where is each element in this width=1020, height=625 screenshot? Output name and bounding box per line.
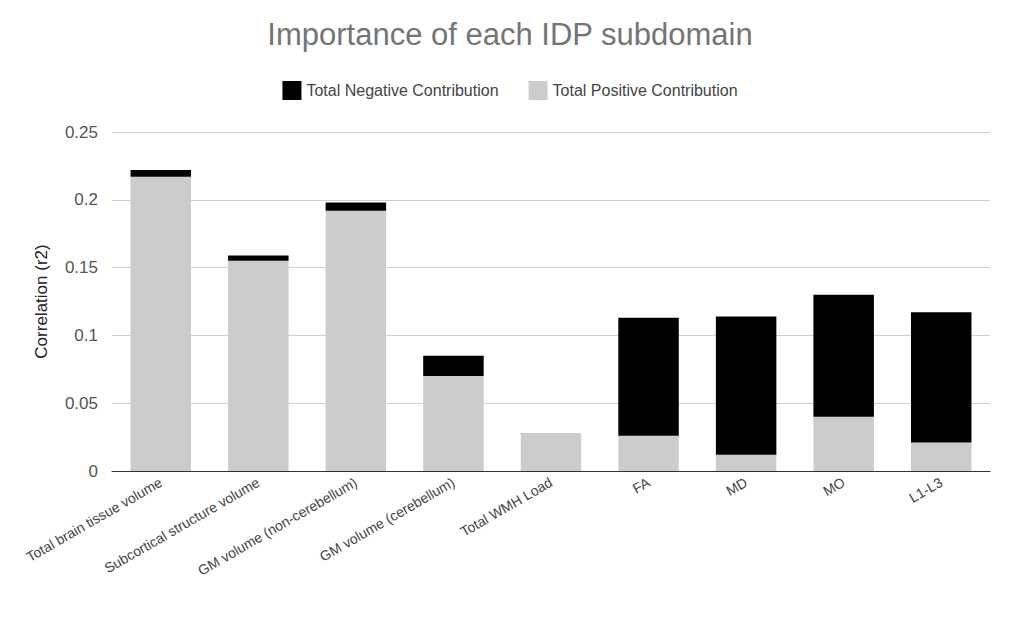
svg-text:GM volume (cerebellum): GM volume (cerebellum) bbox=[317, 474, 458, 564]
svg-text:0: 0 bbox=[89, 462, 98, 481]
svg-text:0.25: 0.25 bbox=[65, 123, 98, 142]
svg-text:GM volume (non-cerebellum): GM volume (non-cerebellum) bbox=[195, 474, 360, 578]
svg-text:Subcortical structure volume: Subcortical structure volume bbox=[102, 474, 263, 576]
svg-text:0.05: 0.05 bbox=[65, 394, 98, 413]
svg-text:MO: MO bbox=[820, 474, 848, 499]
svg-text:FA: FA bbox=[630, 474, 653, 497]
svg-text:0.2: 0.2 bbox=[74, 190, 98, 209]
svg-text:L1-L3: L1-L3 bbox=[906, 474, 945, 506]
svg-text:Total Negative Contribution: Total Negative Contribution bbox=[306, 82, 498, 99]
svg-text:Total Positive Contribution: Total Positive Contribution bbox=[553, 82, 738, 99]
svg-text:MD: MD bbox=[723, 474, 750, 499]
svg-text:Importance of each IDP subdoma: Importance of each IDP subdomain bbox=[267, 17, 752, 52]
svg-text:0.15: 0.15 bbox=[65, 258, 98, 277]
svg-text:0.1: 0.1 bbox=[74, 326, 98, 345]
svg-text:Total brain tissue volume: Total brain tissue volume bbox=[23, 474, 165, 565]
svg-text:Correlation (r2): Correlation (r2) bbox=[32, 244, 51, 358]
svg-text:Total WMH Load: Total WMH Load bbox=[457, 474, 555, 540]
